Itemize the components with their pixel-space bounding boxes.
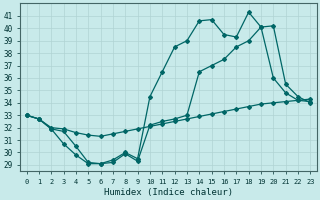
X-axis label: Humidex (Indice chaleur): Humidex (Indice chaleur) xyxy=(104,188,233,197)
